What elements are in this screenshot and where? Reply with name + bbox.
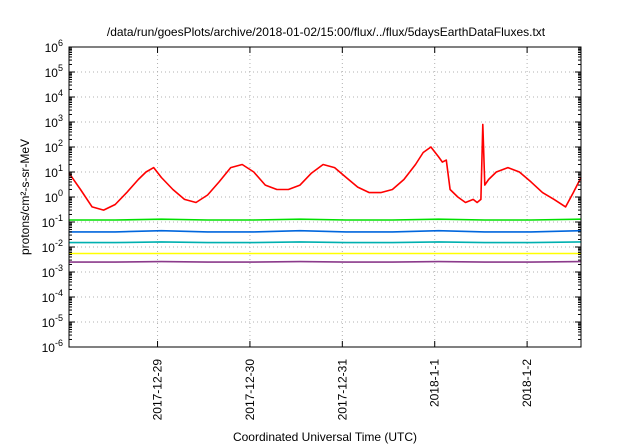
series-line	[69, 241, 582, 244]
chart-title: /data/run/goesPlots/archive/2018-01-02/1…	[107, 25, 546, 39]
x-tick-label: 2017-12-31	[335, 359, 349, 421]
grid	[69, 47, 581, 347]
y-tick-label: 101	[45, 163, 63, 180]
y-tick-label: 10-5	[42, 313, 63, 330]
y-tick-label: 10-6	[42, 338, 63, 355]
y-tick-label: 103	[45, 113, 63, 130]
y-tick-label: 106	[45, 38, 63, 55]
y-tick-label: 105	[45, 63, 63, 80]
y-tick-label: 10-2	[42, 238, 63, 255]
y-tick-label: 10-1	[42, 213, 63, 230]
y-axis-label: protons/cm²-s-sr-MeV	[18, 139, 32, 255]
x-axis: 2017-12-29 2017-12-30 2017-12-31 2018-1-1 20…	[151, 47, 534, 421]
series-line	[69, 229, 582, 233]
x-tick-label: 2018-1-1	[428, 359, 442, 407]
y-tick-label: 10-4	[42, 288, 63, 305]
x-tick-label: 2018-1-2	[520, 359, 534, 407]
series-line	[69, 260, 582, 263]
x-tick-label: 2017-12-29	[151, 359, 165, 421]
series-line	[69, 218, 582, 221]
series-line	[68, 123, 582, 211]
y-tick-label: 102	[45, 138, 63, 155]
y-tick-label: 104	[45, 88, 63, 105]
x-tick-label: 2017-12-30	[243, 359, 257, 421]
y-tick-label: 100	[45, 188, 63, 205]
y-axis: 10-6 10-5 10-4 10-3 10-2 10-1 100 101 102 103 104 1…	[42, 38, 581, 355]
y-tick-label: 10-3	[42, 263, 63, 280]
series-layer	[68, 123, 582, 263]
x-axis-label: Coordinated Universal Time (UTC)	[233, 430, 417, 444]
